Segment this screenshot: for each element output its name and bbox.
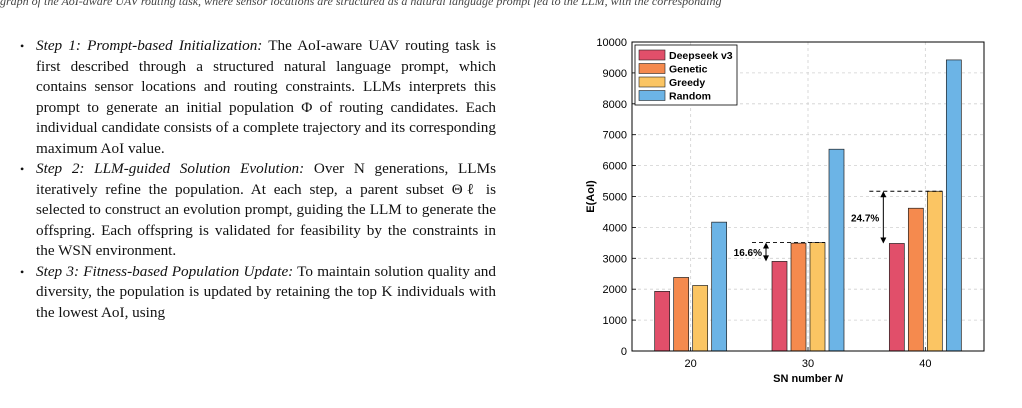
x-tick-label: 40 bbox=[919, 358, 931, 370]
y-tick-label: 0 bbox=[621, 346, 627, 358]
step-1-heading: Step 1: Prompt-based Initialization: bbox=[36, 37, 263, 54]
annotation-arrow-head-up bbox=[763, 242, 769, 249]
bar-deepseek-v3-20 bbox=[654, 291, 671, 352]
annotation-label: 16.6% bbox=[734, 248, 762, 259]
step-list: Step 1: Prompt-based Initialization: The… bbox=[18, 36, 496, 323]
y-tick-label: 9000 bbox=[603, 68, 627, 80]
bar-random-40 bbox=[945, 59, 962, 352]
bar-random-30 bbox=[828, 148, 845, 352]
annotation-arrow-head-down bbox=[763, 255, 769, 262]
bar-genetic-30 bbox=[790, 242, 807, 352]
bar-greedy-20 bbox=[692, 285, 709, 352]
bar-greedy-30 bbox=[809, 242, 826, 352]
legend-label-deepseek-v3: Deepseek v3 bbox=[669, 50, 733, 62]
text-column: Step 1: Prompt-based Initialization: The… bbox=[18, 36, 496, 323]
y-tick-label: 6000 bbox=[603, 161, 627, 173]
legend-label-greedy: Greedy bbox=[669, 77, 705, 89]
legend-label-random: Random bbox=[669, 91, 711, 103]
x-tick-label: 30 bbox=[802, 358, 814, 370]
y-tick-label: 7000 bbox=[603, 130, 627, 142]
y-tick-label: 8000 bbox=[603, 99, 627, 111]
y-tick-label: 4000 bbox=[603, 222, 627, 234]
y-tick-label: 10000 bbox=[596, 37, 627, 49]
bar-greedy-40 bbox=[926, 190, 943, 352]
y-tick-label: 2000 bbox=[603, 284, 627, 296]
annotation-arrow-head-down bbox=[880, 237, 887, 244]
x-axis-label: SN number N bbox=[773, 373, 844, 385]
bar-chart-svg: 0 1000 2000 3000 4000 5000 6000 7000 8000 9000 100… bbox=[585, 37, 985, 385]
legend-swatch-random bbox=[638, 90, 666, 101]
bar-genetic-20 bbox=[673, 277, 690, 352]
step-2-heading: Step 2: LLM-guided Solution Evolution: bbox=[36, 160, 305, 177]
x-tick-label: 20 bbox=[685, 358, 697, 370]
annotation-arrow-head-up bbox=[880, 191, 887, 198]
legend-swatch-genetic bbox=[638, 63, 666, 74]
legend-swatch-deepseek-v3 bbox=[638, 49, 666, 61]
legend-label-genetic: Genetic bbox=[669, 64, 708, 76]
plot-frame bbox=[631, 41, 985, 352]
previous-line-fragment: graph of the AoI-aware UAV routing task,… bbox=[0, 0, 722, 8]
bar-deepseek-v3-30 bbox=[771, 261, 788, 352]
step-3: Step 3: Fitness-based Population Update:… bbox=[18, 262, 496, 324]
step-3-heading: Step 3: Fitness-based Population Update: bbox=[36, 262, 294, 280]
annotation-label: 24.7% bbox=[851, 213, 879, 224]
bar-chart: 0 1000 2000 3000 4000 5000 6000 7000 8000 9000 100… bbox=[580, 28, 1000, 388]
step-3-body: To maintain solution quality and diversi… bbox=[36, 262, 496, 321]
legend-swatch-greedy bbox=[638, 76, 666, 88]
y-tick-label: 3000 bbox=[603, 253, 627, 265]
bar-random-20 bbox=[711, 221, 728, 352]
y-tick-label: 1000 bbox=[603, 315, 627, 327]
step-2: Step 2: LLM-guided Solution Evolution: O… bbox=[18, 159, 496, 262]
bar-genetic-40 bbox=[907, 207, 924, 352]
y-axis-label: E(AoI) bbox=[585, 180, 597, 213]
step-1-body: The AoI-aware UAV routing task is first … bbox=[36, 37, 496, 157]
step-2-body: Over N generations, LLMs iteratively ref… bbox=[36, 160, 496, 259]
bar-deepseek-v3-40 bbox=[888, 243, 905, 352]
y-tick-label: 5000 bbox=[603, 192, 627, 204]
step-1: Step 1: Prompt-based Initialization: The… bbox=[18, 36, 496, 159]
